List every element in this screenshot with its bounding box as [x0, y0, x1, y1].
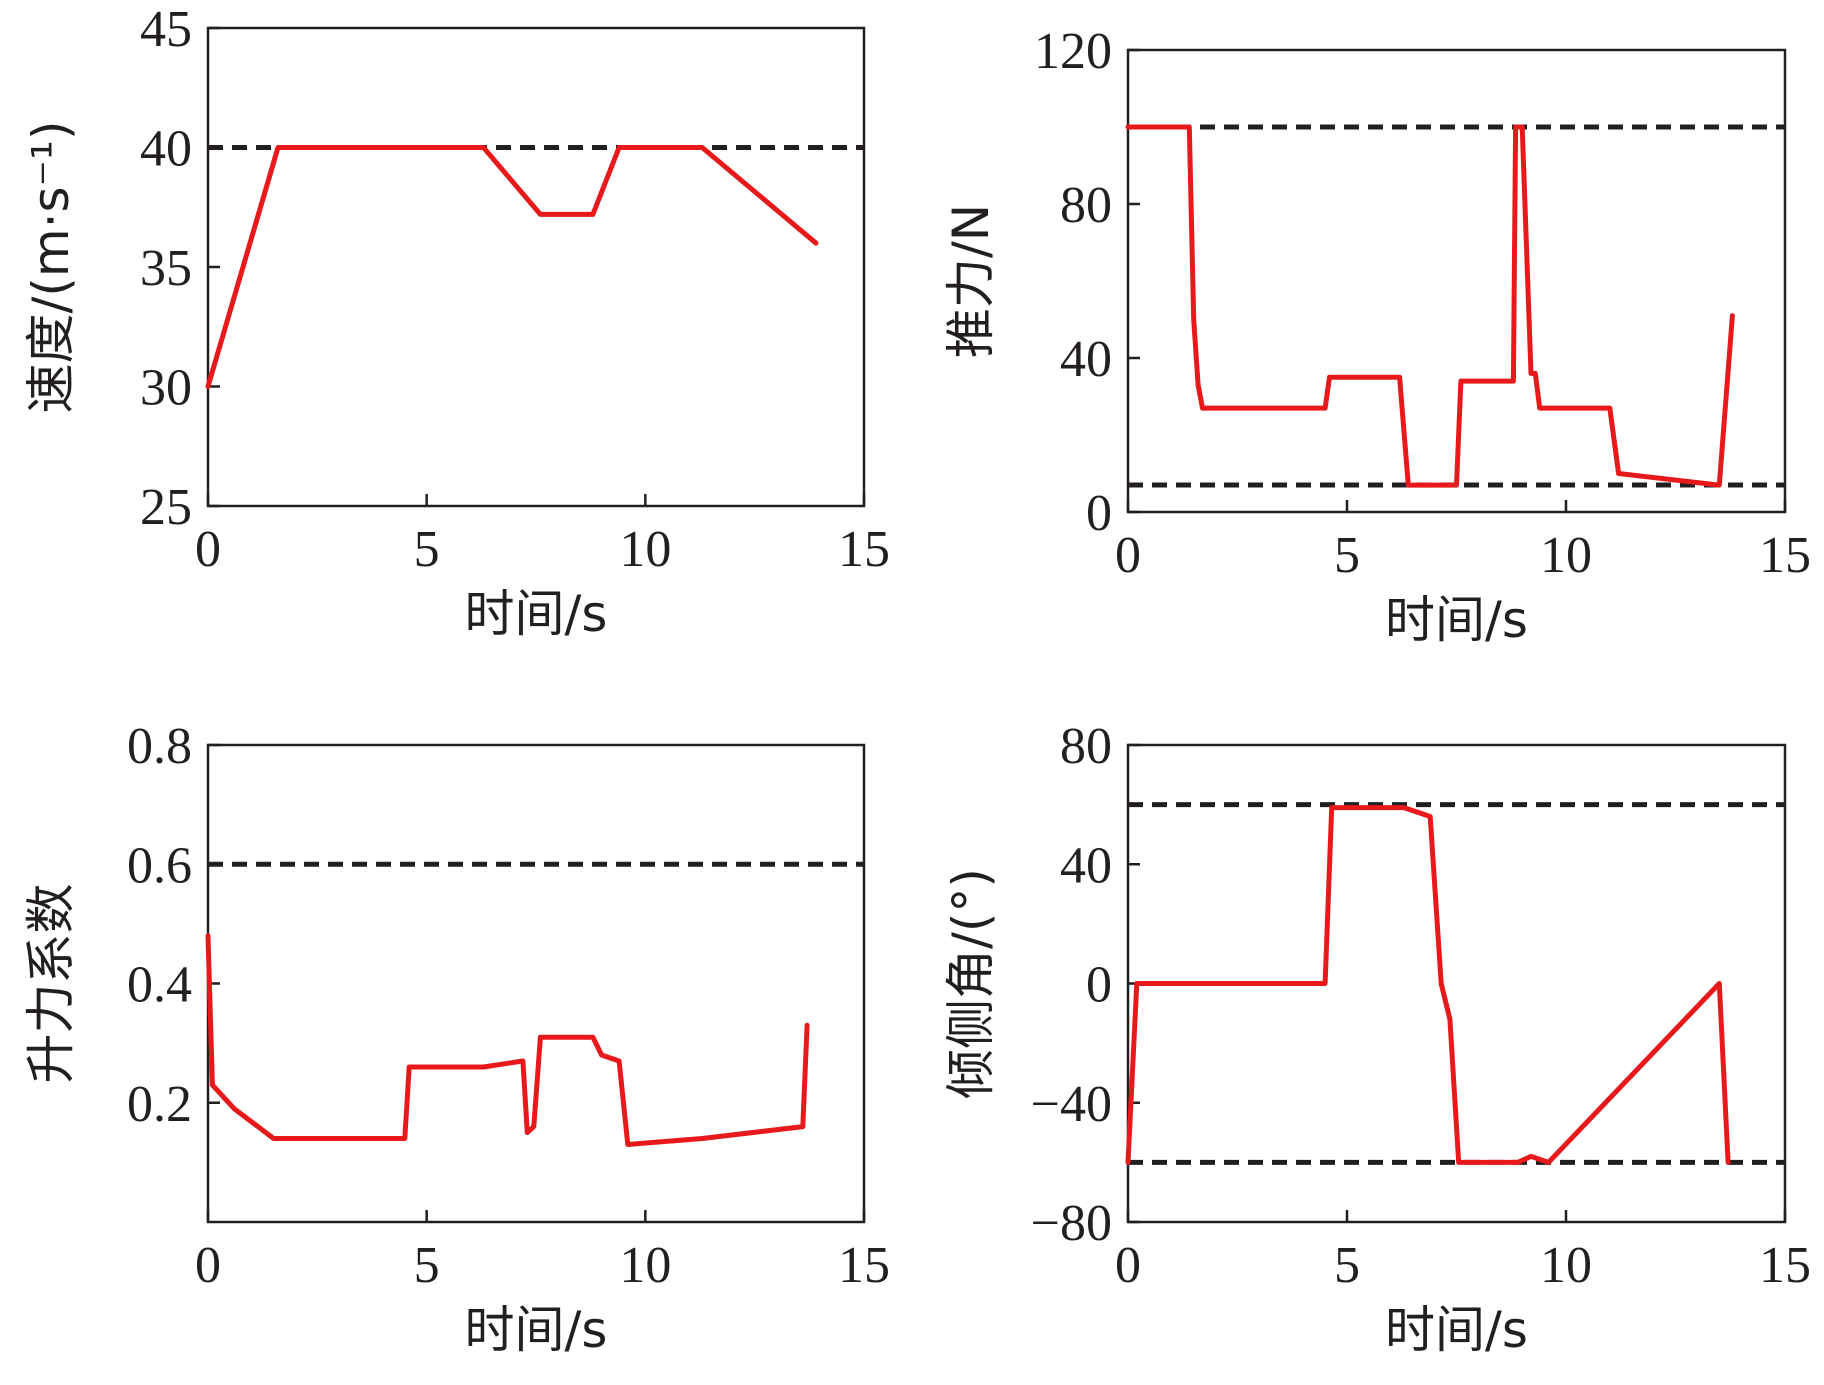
y-tick-label: 30	[140, 360, 192, 417]
y-tick-label: 0.6	[127, 837, 192, 894]
x-tick-label: 5	[1334, 527, 1360, 584]
series-line	[205, 145, 819, 389]
y-tick-label: 25	[140, 479, 192, 536]
y-tick-label: −40	[1031, 1076, 1112, 1133]
y-tick-label: 40	[1060, 837, 1112, 894]
y-tick-label: 0.4	[127, 957, 192, 1014]
y-axis-label: 推力/N	[942, 204, 1000, 358]
y-tick-label: 40	[1060, 331, 1112, 388]
x-tick-label: 0	[1115, 1237, 1141, 1294]
y-tick-label: 0	[1086, 485, 1112, 542]
x-tick-label: 0	[1115, 527, 1141, 584]
x-tick-label: 5	[414, 1237, 440, 1294]
y-tick-label: 80	[1060, 718, 1112, 775]
chart-panel-1: 0 5 10 15 25 30 35 40 45 时间/s 速度/(m·s⁻¹)	[22, 1, 890, 643]
y-axis-label: 速度/(m·s⁻¹)	[22, 121, 80, 414]
y-tick-label: 0.8	[127, 718, 192, 775]
plot-frame	[206, 743, 866, 1224]
chart-panel-3: 0 5 10 15 0.2 0.4 0.6 0.8 时间/s 升力系数	[22, 718, 890, 1359]
plot-frame	[1126, 48, 1787, 514]
series-line	[205, 933, 810, 1147]
x-tick-label: 15	[838, 1237, 890, 1294]
chart-panel-4: 0 5 10 15 −80 −40 0 40 80 时间/s 倾侧角/(°)	[942, 718, 1811, 1359]
x-tick-label: 0	[195, 521, 221, 578]
x-tick-label: 5	[414, 521, 440, 578]
y-tick-label: 40	[140, 121, 192, 178]
x-axis-label: 时间/s	[1385, 1301, 1528, 1359]
y-tick-label: 120	[1034, 23, 1112, 80]
x-tick-label: 10	[1540, 1237, 1592, 1294]
y-tick-label: 35	[140, 240, 192, 297]
x-tick-label: 10	[619, 1237, 671, 1294]
series-line	[1125, 124, 1735, 488]
x-tick-label: 10	[1540, 527, 1592, 584]
plot-frame	[206, 26, 866, 508]
y-axis-label: 升力系数	[22, 884, 80, 1084]
y-tick-label: 0.2	[127, 1076, 192, 1133]
chart-panel-2: 0 5 10 15 0 40 80 120 时间/s 推力/N	[942, 23, 1811, 649]
x-tick-label: 0	[195, 1237, 221, 1294]
x-axis-label: 时间/s	[465, 1301, 608, 1359]
x-tick-label: 15	[838, 521, 890, 578]
y-tick-label: 80	[1060, 177, 1112, 234]
x-tick-label: 15	[1759, 527, 1811, 584]
x-axis-label: 时间/s	[465, 585, 608, 643]
series-line	[1125, 805, 1731, 1165]
x-tick-label: 10	[619, 521, 671, 578]
x-tick-label: 15	[1759, 1237, 1811, 1294]
y-tick-label: 45	[140, 1, 192, 58]
y-tick-label: −80	[1031, 1195, 1112, 1252]
x-axis-label: 时间/s	[1385, 591, 1528, 649]
x-tick-label: 5	[1334, 1237, 1360, 1294]
y-tick-label: 0	[1086, 957, 1112, 1014]
y-axis-label: 倾侧角/(°)	[942, 868, 1000, 1099]
